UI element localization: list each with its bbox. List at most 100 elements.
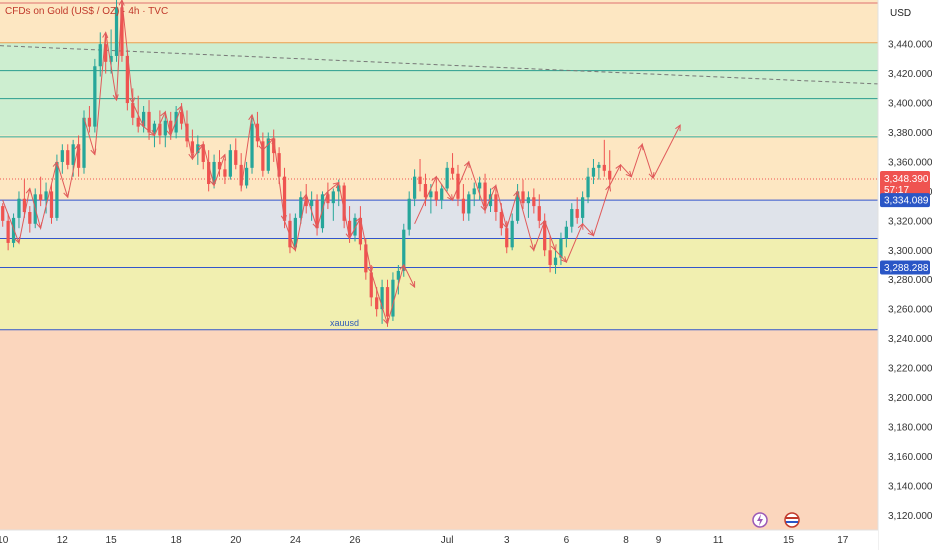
- x-tick-label: 17: [837, 535, 849, 546]
- candle-body: [261, 141, 265, 171]
- candle-body: [266, 138, 270, 171]
- x-tick-label: 12: [57, 535, 69, 546]
- price-axis-panel: [878, 0, 932, 550]
- candle-body: [331, 191, 335, 204]
- candle-body: [326, 194, 330, 204]
- arrowhead: [345, 232, 352, 240]
- candle-body: [98, 44, 102, 67]
- arrowhead: [220, 153, 227, 161]
- candle-body: [521, 191, 525, 204]
- y-tick-label: 3,160.000: [888, 452, 932, 463]
- candle-body: [478, 182, 482, 189]
- candle-body: [602, 164, 606, 171]
- arrowhead: [188, 153, 195, 161]
- x-tick-label: Jul: [441, 535, 454, 546]
- level-line-layer: xauusd: [0, 2, 878, 331]
- arrowhead: [312, 222, 319, 230]
- candle-body: [423, 184, 428, 198]
- arrowhead: [577, 222, 584, 230]
- arrowhead: [209, 179, 216, 187]
- candle-body: [190, 141, 195, 154]
- candle-body: [136, 117, 140, 127]
- candle-body: [234, 150, 238, 165]
- candle-body: [66, 150, 70, 165]
- arrowhead: [118, 0, 125, 6]
- candle-body: [250, 123, 254, 168]
- zone-band: [0, 135, 878, 201]
- y-tick-label: 3,280.000: [888, 275, 932, 286]
- level-price-tag: [880, 193, 930, 208]
- candle-body: [570, 209, 574, 227]
- arrowhead: [74, 143, 81, 151]
- x-tick-label: 9: [656, 535, 662, 546]
- candle-body: [515, 191, 520, 221]
- y-tick-label: 3,120.000: [888, 511, 932, 522]
- arrowhead: [197, 143, 204, 151]
- y-tick-label: 3,200.000: [888, 393, 932, 404]
- level-line-label: xauusd: [330, 318, 359, 328]
- candle-body: [131, 103, 135, 118]
- candle-body: [212, 161, 216, 185]
- arrowhead: [280, 214, 287, 222]
- candle-body: [407, 198, 411, 230]
- candle-body: [22, 198, 27, 212]
- candle-body: [147, 111, 151, 133]
- candle-body: [445, 167, 449, 189]
- candle-body: [49, 191, 54, 218]
- arrowhead: [102, 31, 109, 39]
- x-tick-label: 18: [171, 535, 183, 546]
- candle-body: [114, 7, 119, 56]
- candle-body: [380, 287, 384, 310]
- zone-band: [0, 100, 878, 136]
- arrowhead: [605, 184, 612, 192]
- candle-body: [310, 200, 314, 207]
- candle-body: [120, 7, 124, 56]
- candle-body: [597, 164, 601, 168]
- arrowhead: [560, 256, 568, 263]
- candle-body: [418, 176, 422, 185]
- candle-body: [488, 194, 493, 207]
- y-tick-label: 3,140.000: [888, 481, 932, 492]
- x-tick-label: 8: [623, 535, 629, 546]
- candle-body: [60, 150, 64, 162]
- candle-body: [505, 228, 509, 248]
- candle-body: [537, 206, 541, 221]
- x-tick-label: 6: [564, 535, 570, 546]
- arrowhead: [648, 172, 655, 180]
- candle-body: [87, 117, 92, 127]
- arrowhead: [675, 124, 681, 132]
- candle-body: [207, 161, 211, 185]
- candle-body: [553, 257, 558, 265]
- x-tick-label: 20: [230, 535, 242, 546]
- candle-body: [337, 185, 341, 192]
- y-tick-label: 3,380.000: [888, 128, 932, 139]
- candle-body: [299, 197, 303, 218]
- flag-stripe: [786, 521, 798, 523]
- arrowhead: [36, 222, 43, 230]
- arrowhead: [90, 148, 97, 156]
- y-tick-label: 3,320.000: [888, 216, 932, 227]
- arrowhead: [587, 229, 595, 237]
- candle-body: [6, 220, 10, 243]
- arrowhead: [112, 94, 119, 102]
- arrowhead: [431, 175, 437, 183]
- candle-body: [347, 220, 352, 236]
- candle-body: [217, 161, 222, 170]
- arrowhead: [615, 163, 622, 171]
- candle-body: [163, 120, 167, 136]
- candle-body: [141, 111, 146, 127]
- flag-stripe: [786, 517, 798, 519]
- candle-body: [580, 197, 585, 218]
- arrowhead: [248, 113, 255, 121]
- candle-body: [526, 197, 531, 204]
- candle-body: [125, 55, 129, 104]
- candle-body: [467, 194, 471, 214]
- arrowhead: [625, 170, 633, 178]
- level-price-value: 3,288.288: [884, 263, 929, 274]
- candle-body: [169, 120, 173, 133]
- chart-title: CFDs on Gold (US$ / OZ) · 4h · TVC: [5, 6, 169, 17]
- zone-band: [0, 200, 878, 239]
- candle-body: [543, 220, 547, 251]
